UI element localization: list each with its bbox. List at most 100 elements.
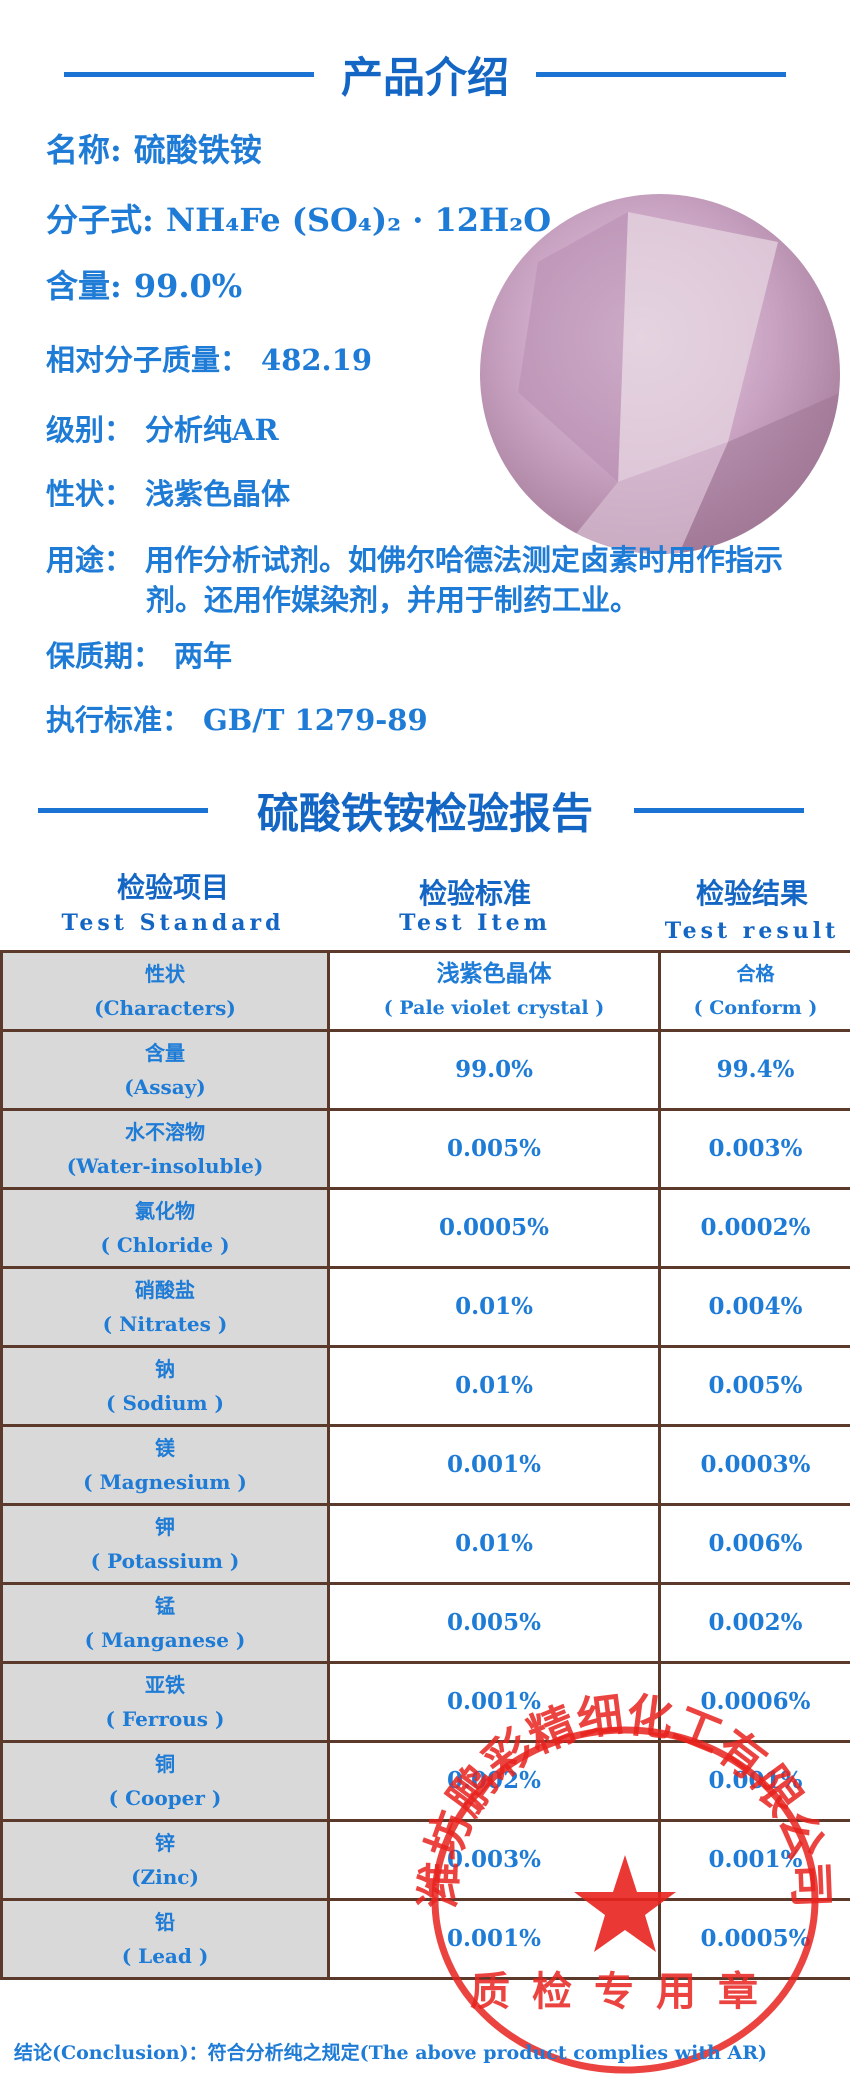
item-en: (Assay) [124,1075,206,1099]
standard: 0.0005% [439,1214,549,1241]
standard-cell: 0.01% [327,1503,661,1585]
standard-cell: 0.0005% [327,1187,661,1269]
table-row: 钠 ( Sodium ) 0.01% 0.005% [0,1345,850,1427]
result-cell: 0.0006% [658,1661,850,1743]
item-cn: 含量 [145,1041,185,1065]
table-row: 水不溶物 (Water-insoluble) 0.005% 0.003% [0,1108,850,1190]
standard-cell: 99.0% [327,1029,661,1111]
item-cell: 氯化物 ( Chloride ) [0,1187,330,1269]
item-cn: 铜 [155,1752,175,1776]
standard-cell: 0.003% [327,1819,661,1901]
result: 0.0003% [700,1451,811,1478]
field-label: 分子式: [46,201,154,239]
table-row: 硝酸盐 ( Nitrates ) 0.01% 0.004% [0,1266,850,1348]
result-cell: 合格 ( Conform ) [658,950,850,1032]
result-cell: 0.002% [658,1582,850,1664]
header-cn: 检验标准 [418,877,531,910]
item-cell: 水不溶物 (Water-insoluble) [0,1108,330,1190]
result-cell: 0.0002% [658,1187,850,1269]
result-cell: 99.4% [658,1029,850,1111]
standard: 0.001% [447,1688,541,1715]
result-cell: 0.004% [658,1266,850,1348]
result: 0.0006% [700,1688,811,1715]
field-label: 性状： [46,477,134,511]
field: 相对分子质量： 482.19 [46,340,372,380]
table-row: 氯化物 ( Chloride ) 0.0005% 0.0002% [0,1187,850,1269]
result: 0.0002% [700,1214,811,1241]
table-row: 钾 ( Potassium ) 0.01% 0.006% [0,1503,850,1585]
field-value: NH₄Fe (SO₄)₂ · 12H₂O [165,201,552,239]
table-row: 亚铁 ( Ferrous ) 0.001% 0.0006% [0,1661,850,1743]
field: 分子式: NH₄Fe (SO₄)₂ · 12H₂O [46,200,551,240]
result-cell: 0.005% [658,1345,850,1427]
standard: 0.01% [455,1372,533,1399]
standard: 0.001% [447,1451,541,1478]
conclusion: 结论(Conclusion)：符合分析纯之规定(The above produc… [14,2042,768,2064]
standard-cell: 0.001% [327,1424,661,1506]
header-cn: 检验结果 [695,877,808,910]
item-cell: 钠 ( Sodium ) [0,1345,330,1427]
item-cn: 铅 [155,1910,175,1934]
header-en: Test result [664,918,840,944]
item-cn: 水不溶物 [125,1120,205,1144]
item-cell: 硝酸盐 ( Nitrates ) [0,1266,330,1348]
field-label: 执行标准： [46,703,192,737]
table-row: 锌 (Zinc) 0.003% 0.001% [0,1819,850,1901]
result: 99.4% [716,1056,795,1083]
field: 用途： 用作分析试剂。如佛尔哈德法测定卤素时用作指示剂。还用作媒染剂，并用于制药工… [46,540,836,620]
result-cell: 0.0005% [658,1898,850,1980]
field-label: 用途： [46,543,134,577]
standard: 0.003% [447,1846,541,1873]
product-photo [480,194,840,554]
item-en: (Characters) [94,996,236,1020]
standard: 0.005% [447,1135,541,1162]
item-cn: 钾 [155,1515,175,1539]
standard-cell: 0.001% [327,1661,661,1743]
table-row: 铅 ( Lead ) 0.001% 0.0005% [0,1898,850,1980]
item-en: ( Potassium ) [90,1549,240,1573]
field-value: 硫酸铁铵 [133,131,262,169]
rule [634,808,804,813]
header-en: Test Standard [61,910,285,936]
item-en: (Zinc) [131,1865,199,1889]
result: 合格 [736,963,775,985]
item-en: (Water-insoluble) [66,1154,264,1178]
item-cn: 氯化物 [135,1199,195,1223]
item-cell: 钾 ( Potassium ) [0,1503,330,1585]
item-en: ( Sodium ) [106,1391,224,1415]
field-value: 浅紫色晶体 [145,477,291,511]
item-en: ( Cooper ) [108,1786,222,1810]
rule [64,72,314,77]
standard-cell: 0.005% [327,1582,661,1664]
standard: 0.01% [455,1530,533,1557]
result-cell: 0.001% [658,1740,850,1822]
field-label: 含量: [46,267,122,305]
table-row: 铜 ( Cooper ) 0.002% 0.001% [0,1740,850,1822]
standard-cell: 0.005% [327,1108,661,1190]
item-en: ( Magnesium ) [83,1470,247,1494]
field-label: 级别： [46,413,134,447]
field-label: 名称: [46,131,122,169]
standard: 0.001% [447,1925,541,1952]
table-row: 含量 (Assay) 99.0% 99.4% [0,1029,850,1111]
item-en: ( Chloride ) [100,1233,230,1257]
field-value: 482.19 [261,343,373,377]
result: 0.002% [708,1609,803,1636]
field-value: 两年 [174,639,233,673]
item-cn: 镁 [155,1436,175,1460]
result: 0.006% [708,1530,803,1557]
field-value: GB/T 1279-89 [203,703,428,737]
result-en: ( Conform ) [693,997,818,1019]
result-cell: 0.006% [658,1503,850,1585]
result: 0.003% [708,1135,803,1162]
item-en: ( Nitrates ) [102,1312,228,1336]
standard-cell: 0.01% [327,1266,661,1348]
standard-en: ( Pale violet crystal ) [383,997,605,1019]
standard: 0.002% [447,1767,541,1794]
standard-cell: 浅紫色晶体 ( Pale violet crystal ) [327,950,661,1032]
field: 性状： 浅紫色晶体 [46,474,290,514]
rule [38,808,208,813]
item-cn: 锰 [155,1594,175,1618]
standard: 0.01% [455,1293,533,1320]
